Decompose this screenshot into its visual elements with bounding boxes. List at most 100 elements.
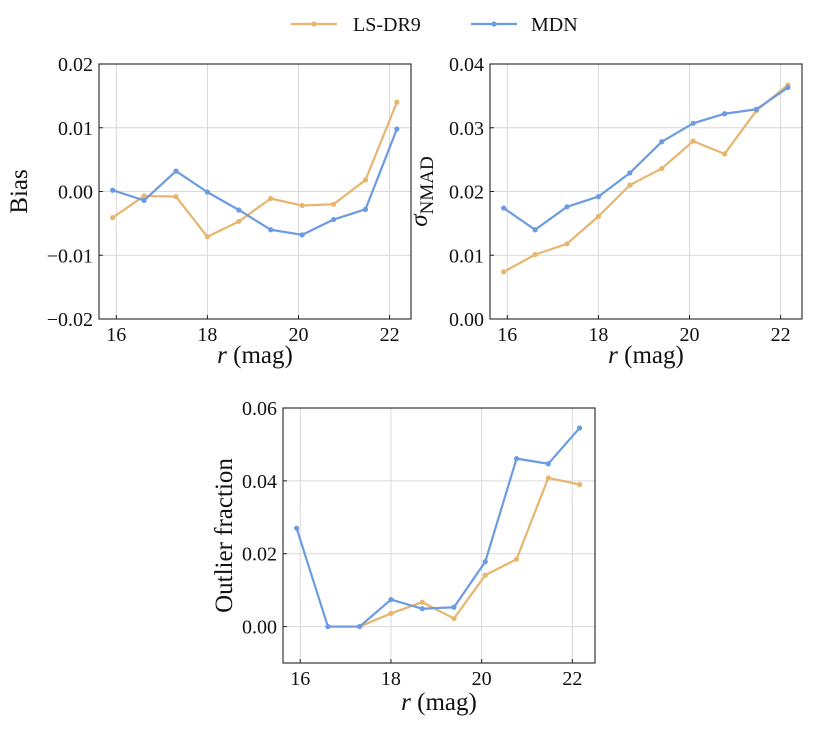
sigma-nmad-x-axis-label-var: r (608, 342, 618, 369)
outlier-fraction-line-ls-dr9 (327, 476, 580, 628)
sigma-nmad-point-mdn (659, 139, 665, 145)
sigma-nmad-x-tick-label: 20 (679, 324, 699, 346)
bias-panel: 16 18 20 22 −0.02 −0.01 0.00 0.01 0.02 r (mag) B… (6, 54, 412, 369)
outlier-fraction-line-mdn (295, 427, 581, 628)
outlier-fraction-point-mdn (513, 456, 520, 462)
sigma-nmad-point-mdn (595, 194, 602, 200)
legend: LS-DR9 MDN (291, 14, 578, 36)
outlier-fraction-point-ls-dr9 (451, 615, 457, 622)
outlier-fraction-point-mdn (357, 623, 363, 630)
bias-x-tick-label: 16 (106, 324, 126, 346)
bias-point-ls-dr9 (268, 195, 274, 202)
legend-marker-ls-dr9 (311, 21, 317, 27)
bias-point-mdn (330, 216, 337, 223)
sigma-nmad-point-mdn (690, 120, 696, 126)
sigma-nmad-line-mdn (503, 86, 789, 231)
sigma-nmad-point-ls-dr9 (501, 269, 507, 275)
bias-point-mdn (204, 189, 211, 195)
bias-point-mdn (110, 187, 116, 193)
sigma-nmad-point-ls-dr9 (532, 252, 538, 258)
sigma-nmad-x-tick-label: 22 (771, 324, 791, 346)
outlier-fraction-x-tick-label: 16 (290, 668, 310, 690)
bias-point-ls-dr9 (394, 99, 400, 105)
outlier-fraction-point-mdn (325, 623, 331, 630)
bias-point-ls-dr9 (362, 177, 369, 183)
sigma-nmad-point-ls-dr9 (564, 241, 570, 247)
bias-y-tick-label: −0.01 (47, 245, 93, 267)
sigma-symbol: σ (406, 213, 433, 227)
bias-point-ls-dr9 (236, 218, 242, 225)
bias-x-axis-label-var: r (217, 342, 227, 369)
bias-x-axis-label-unit: (mag) (227, 342, 293, 369)
bias-line-mdn (112, 128, 398, 236)
legend-label-ls-dr9: LS-DR9 (353, 14, 421, 36)
outlier-fraction-point-mdn (451, 604, 457, 610)
bias-point-mdn (141, 197, 147, 204)
outlier-fraction-y-tick-label: 0.02 (242, 544, 277, 566)
bias-point-ls-dr9 (204, 234, 211, 240)
bias-line-ls-dr9 (112, 101, 398, 238)
sigma-nmad-y-tick-label: 0.02 (449, 182, 484, 204)
sigma-nmad-y-axis-label: σNMAD (406, 156, 438, 226)
outlier-fraction-point-mdn (482, 559, 488, 565)
bias-y-tick-label: 0.02 (58, 54, 93, 76)
bias-point-mdn (394, 126, 400, 132)
bias-point-ls-dr9 (330, 201, 337, 207)
outlier-fraction-point-ls-dr9 (419, 599, 425, 605)
sigma-nmad-point-ls-dr9 (595, 213, 602, 219)
sigma-nmad-y-tick-label: 0.01 (449, 245, 484, 267)
outlier-fraction-y-tick-label: 0.06 (242, 398, 277, 420)
bias-y-tick-label: 0.00 (58, 182, 93, 204)
sigma-nmad-point-mdn (627, 170, 633, 176)
sigma-nmad-x-tick-label: 18 (588, 324, 608, 346)
sigma-nmad-y-tick-label: 0.04 (449, 54, 484, 76)
outlier-fraction-point-mdn (294, 525, 300, 531)
outlier-fraction-x-tick-label: 20 (472, 668, 492, 690)
outlier-fraction-point-mdn (576, 425, 583, 431)
outlier-fraction-point-mdn (388, 597, 394, 603)
bias-point-mdn (236, 207, 242, 213)
sigma-nmad-y-tick-label: 0.03 (449, 118, 484, 140)
bias-x-tick-label: 18 (197, 324, 217, 346)
outlier-fraction-y-tick-label: 0.04 (242, 471, 277, 493)
bias-series-ls-dr9 (110, 99, 400, 240)
sigma-nmad-series-mdn (501, 84, 791, 233)
outlier-fraction-x-tick-label: 18 (381, 668, 401, 690)
sigma-nmad-x-axis-label-unit: (mag) (618, 342, 684, 369)
legend-entry-ls-dr9: LS-DR9 (291, 14, 421, 36)
bias-point-ls-dr9 (173, 194, 179, 200)
sigma-nmad-point-mdn (785, 84, 791, 91)
legend-label-mdn: MDN (531, 14, 578, 36)
sigma-nmad-x-tick-label: 16 (497, 324, 517, 346)
sigma-nmad-point-mdn (501, 205, 507, 211)
outlier-fraction-point-mdn (419, 606, 425, 612)
bias-y-tick-label: 0.01 (58, 118, 93, 140)
sigma-nmad-point-ls-dr9 (690, 138, 696, 144)
outlier-fraction-point-mdn (545, 461, 551, 467)
outlier-fraction-axes-frame (282, 407, 596, 664)
outlier-fraction-point-ls-dr9 (513, 556, 520, 562)
sigma-nmad-point-ls-dr9 (627, 182, 633, 188)
bias-point-ls-dr9 (110, 215, 116, 221)
outlier-fraction-series-mdn (294, 425, 583, 630)
sigma-subscript: NMAD (417, 156, 438, 214)
sigma-nmad-y-tick-label: 0.00 (449, 309, 484, 331)
bias-x-tick-label: 22 (380, 324, 400, 346)
outlier-fraction-x-axis-label-var: r (401, 689, 411, 716)
outlier-fraction-panel: 16 18 20 22 0.00 0.02 0.04 0.06 r (mag) Outlier… (211, 398, 596, 716)
outlier-fraction-point-ls-dr9 (576, 481, 583, 488)
sigma-nmad-x-axis-label: r (mag) (608, 342, 684, 369)
sigma-nmad-line-ls-dr9 (503, 84, 789, 273)
sigma-nmad-point-mdn (564, 204, 570, 210)
bias-y-axis-label: Bias (6, 169, 33, 213)
outlier-fraction-point-ls-dr9 (545, 475, 551, 481)
sigma-nmad-point-mdn (532, 227, 538, 233)
sigma-nmad-point-ls-dr9 (721, 151, 728, 157)
bias-point-mdn (173, 168, 179, 174)
sigma-nmad-point-ls-dr9 (659, 165, 665, 172)
outlier-fraction-point-ls-dr9 (388, 610, 394, 617)
sigma-nmad-point-mdn (721, 111, 728, 117)
legend-marker-mdn (491, 21, 497, 27)
bias-point-ls-dr9 (299, 202, 305, 209)
